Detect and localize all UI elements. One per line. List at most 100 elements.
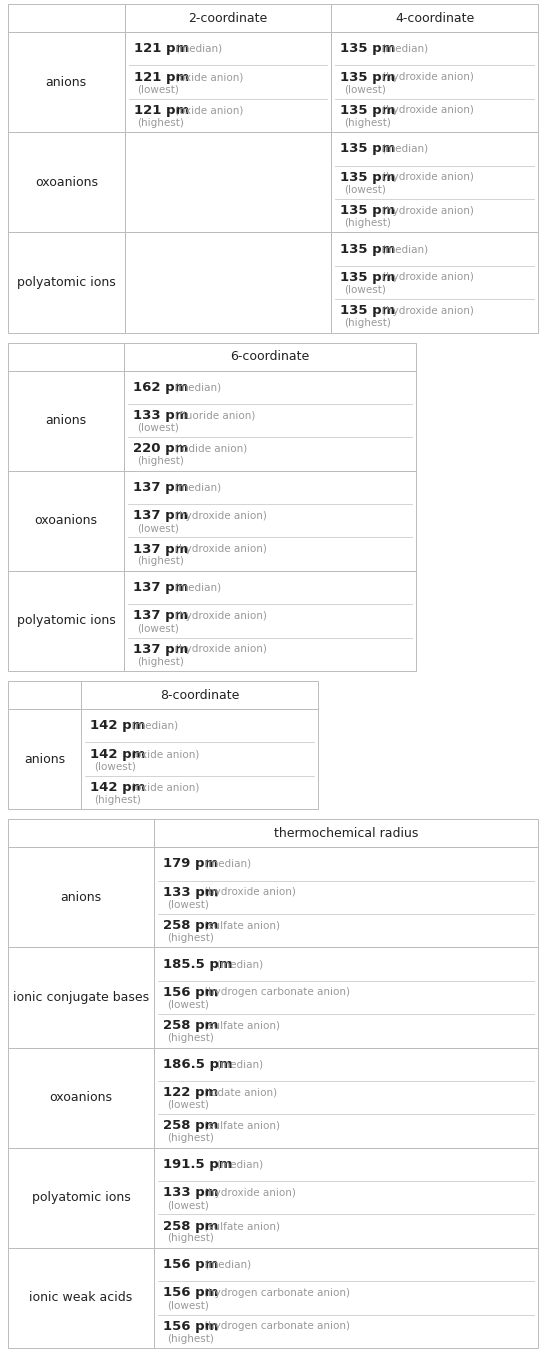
- Text: oxoanions: oxoanions: [49, 1091, 112, 1105]
- Text: 133 pm: 133 pm: [133, 410, 189, 422]
- Text: 156 pm: 156 pm: [163, 1320, 218, 1333]
- Bar: [81, 708, 318, 808]
- Text: 142 pm: 142 pm: [90, 719, 145, 733]
- Text: (lowest): (lowest): [345, 84, 386, 95]
- Text: 121 pm: 121 pm: [134, 42, 189, 55]
- Text: (hydroxide anion): (hydroxide anion): [175, 511, 266, 521]
- Text: (oxide anion): (oxide anion): [131, 783, 199, 792]
- Text: (lowest): (lowest): [167, 1201, 209, 1210]
- Text: (median): (median): [216, 1160, 264, 1169]
- Text: (hydroxide anion): (hydroxide anion): [382, 105, 473, 115]
- Text: 156 pm: 156 pm: [163, 986, 218, 999]
- Bar: [124, 4, 331, 32]
- Text: anions: anions: [46, 76, 87, 89]
- Text: (lowest): (lowest): [94, 761, 136, 772]
- Text: 135 pm: 135 pm: [340, 270, 396, 284]
- Text: (lowest): (lowest): [137, 423, 179, 433]
- Bar: [331, 233, 538, 333]
- Bar: [8, 708, 81, 808]
- Text: anions: anions: [46, 414, 87, 427]
- Text: (highest): (highest): [137, 657, 184, 667]
- Text: (highest): (highest): [167, 933, 213, 942]
- Text: (median): (median): [216, 959, 264, 969]
- Text: (median): (median): [175, 483, 222, 492]
- Bar: [8, 233, 124, 333]
- Text: (median): (median): [382, 143, 429, 154]
- Text: (sulfate anion): (sulfate anion): [204, 1221, 280, 1232]
- Text: 135 pm: 135 pm: [340, 142, 396, 155]
- Text: 258 pm: 258 pm: [163, 1220, 218, 1233]
- Text: (hydroxide anion): (hydroxide anion): [204, 1188, 296, 1198]
- Text: (median): (median): [175, 583, 222, 592]
- Text: (sulfate anion): (sulfate anion): [204, 1021, 280, 1030]
- Text: (hydrogen carbonate anion): (hydrogen carbonate anion): [204, 1288, 350, 1298]
- Text: (lowest): (lowest): [137, 523, 179, 533]
- Bar: [8, 819, 154, 848]
- Text: 135 pm: 135 pm: [340, 70, 396, 84]
- Text: (fluoride anion): (fluoride anion): [175, 411, 255, 420]
- Text: (hydroxide anion): (hydroxide anion): [204, 887, 296, 898]
- Text: (hydroxide anion): (hydroxide anion): [175, 645, 266, 654]
- Bar: [8, 1248, 154, 1348]
- Bar: [154, 848, 538, 948]
- Text: (lowest): (lowest): [167, 899, 209, 910]
- Text: (hydroxide anion): (hydroxide anion): [382, 206, 473, 215]
- Bar: [331, 132, 538, 233]
- Bar: [124, 470, 416, 571]
- Text: (hydroxide anion): (hydroxide anion): [382, 72, 473, 82]
- Text: 135 pm: 135 pm: [340, 104, 396, 118]
- Bar: [8, 132, 124, 233]
- Bar: [124, 342, 416, 370]
- Bar: [154, 948, 538, 1048]
- Text: (median): (median): [382, 43, 429, 54]
- Text: (hydroxide anion): (hydroxide anion): [382, 272, 473, 283]
- Text: 137 pm: 137 pm: [133, 610, 189, 622]
- Text: (highest): (highest): [137, 457, 184, 466]
- Text: 186.5 pm: 186.5 pm: [163, 1057, 233, 1071]
- Text: (hydroxide anion): (hydroxide anion): [175, 544, 266, 554]
- Bar: [124, 132, 331, 233]
- Bar: [8, 342, 124, 370]
- Text: oxoanions: oxoanions: [34, 514, 98, 527]
- Text: oxoanions: oxoanions: [35, 176, 98, 189]
- Text: 6-coordinate: 6-coordinate: [230, 350, 310, 362]
- Text: 191.5 pm: 191.5 pm: [163, 1157, 232, 1171]
- Bar: [8, 4, 124, 32]
- Text: thermochemical radius: thermochemical radius: [274, 826, 418, 840]
- Text: 135 pm: 135 pm: [340, 242, 396, 256]
- Text: 135 pm: 135 pm: [340, 204, 396, 218]
- Text: 137 pm: 137 pm: [133, 510, 189, 522]
- Bar: [81, 681, 318, 708]
- Text: (median): (median): [382, 243, 429, 254]
- Bar: [8, 1148, 154, 1248]
- Text: 142 pm: 142 pm: [90, 748, 145, 761]
- Text: 133 pm: 133 pm: [163, 1186, 218, 1199]
- Text: 133 pm: 133 pm: [163, 886, 218, 899]
- Bar: [154, 1248, 538, 1348]
- Text: (lowest): (lowest): [138, 84, 180, 95]
- Text: polyatomic ions: polyatomic ions: [17, 276, 116, 289]
- Text: 137 pm: 137 pm: [133, 542, 189, 556]
- Text: 2-coordinate: 2-coordinate: [188, 12, 268, 24]
- Bar: [331, 4, 538, 32]
- Text: 220 pm: 220 pm: [133, 442, 189, 456]
- Text: (lowest): (lowest): [345, 185, 386, 195]
- Text: ionic conjugate bases: ionic conjugate bases: [13, 991, 149, 1005]
- Text: 258 pm: 258 pm: [163, 1119, 218, 1133]
- Bar: [8, 470, 124, 571]
- Text: 185.5 pm: 185.5 pm: [163, 957, 233, 971]
- Text: (highest): (highest): [138, 118, 185, 128]
- Text: 135 pm: 135 pm: [340, 304, 396, 318]
- Text: (highest): (highest): [345, 118, 391, 128]
- Text: 135 pm: 135 pm: [340, 170, 396, 184]
- Bar: [8, 681, 81, 708]
- Text: (median): (median): [216, 1059, 264, 1069]
- Text: (highest): (highest): [137, 557, 184, 566]
- Bar: [8, 571, 124, 671]
- Text: (median): (median): [204, 1260, 251, 1270]
- Text: (median): (median): [175, 43, 222, 54]
- Text: (hydroxide anion): (hydroxide anion): [175, 611, 266, 621]
- Bar: [124, 370, 416, 470]
- Text: (oxide anion): (oxide anion): [131, 749, 199, 758]
- Text: 135 pm: 135 pm: [340, 42, 396, 55]
